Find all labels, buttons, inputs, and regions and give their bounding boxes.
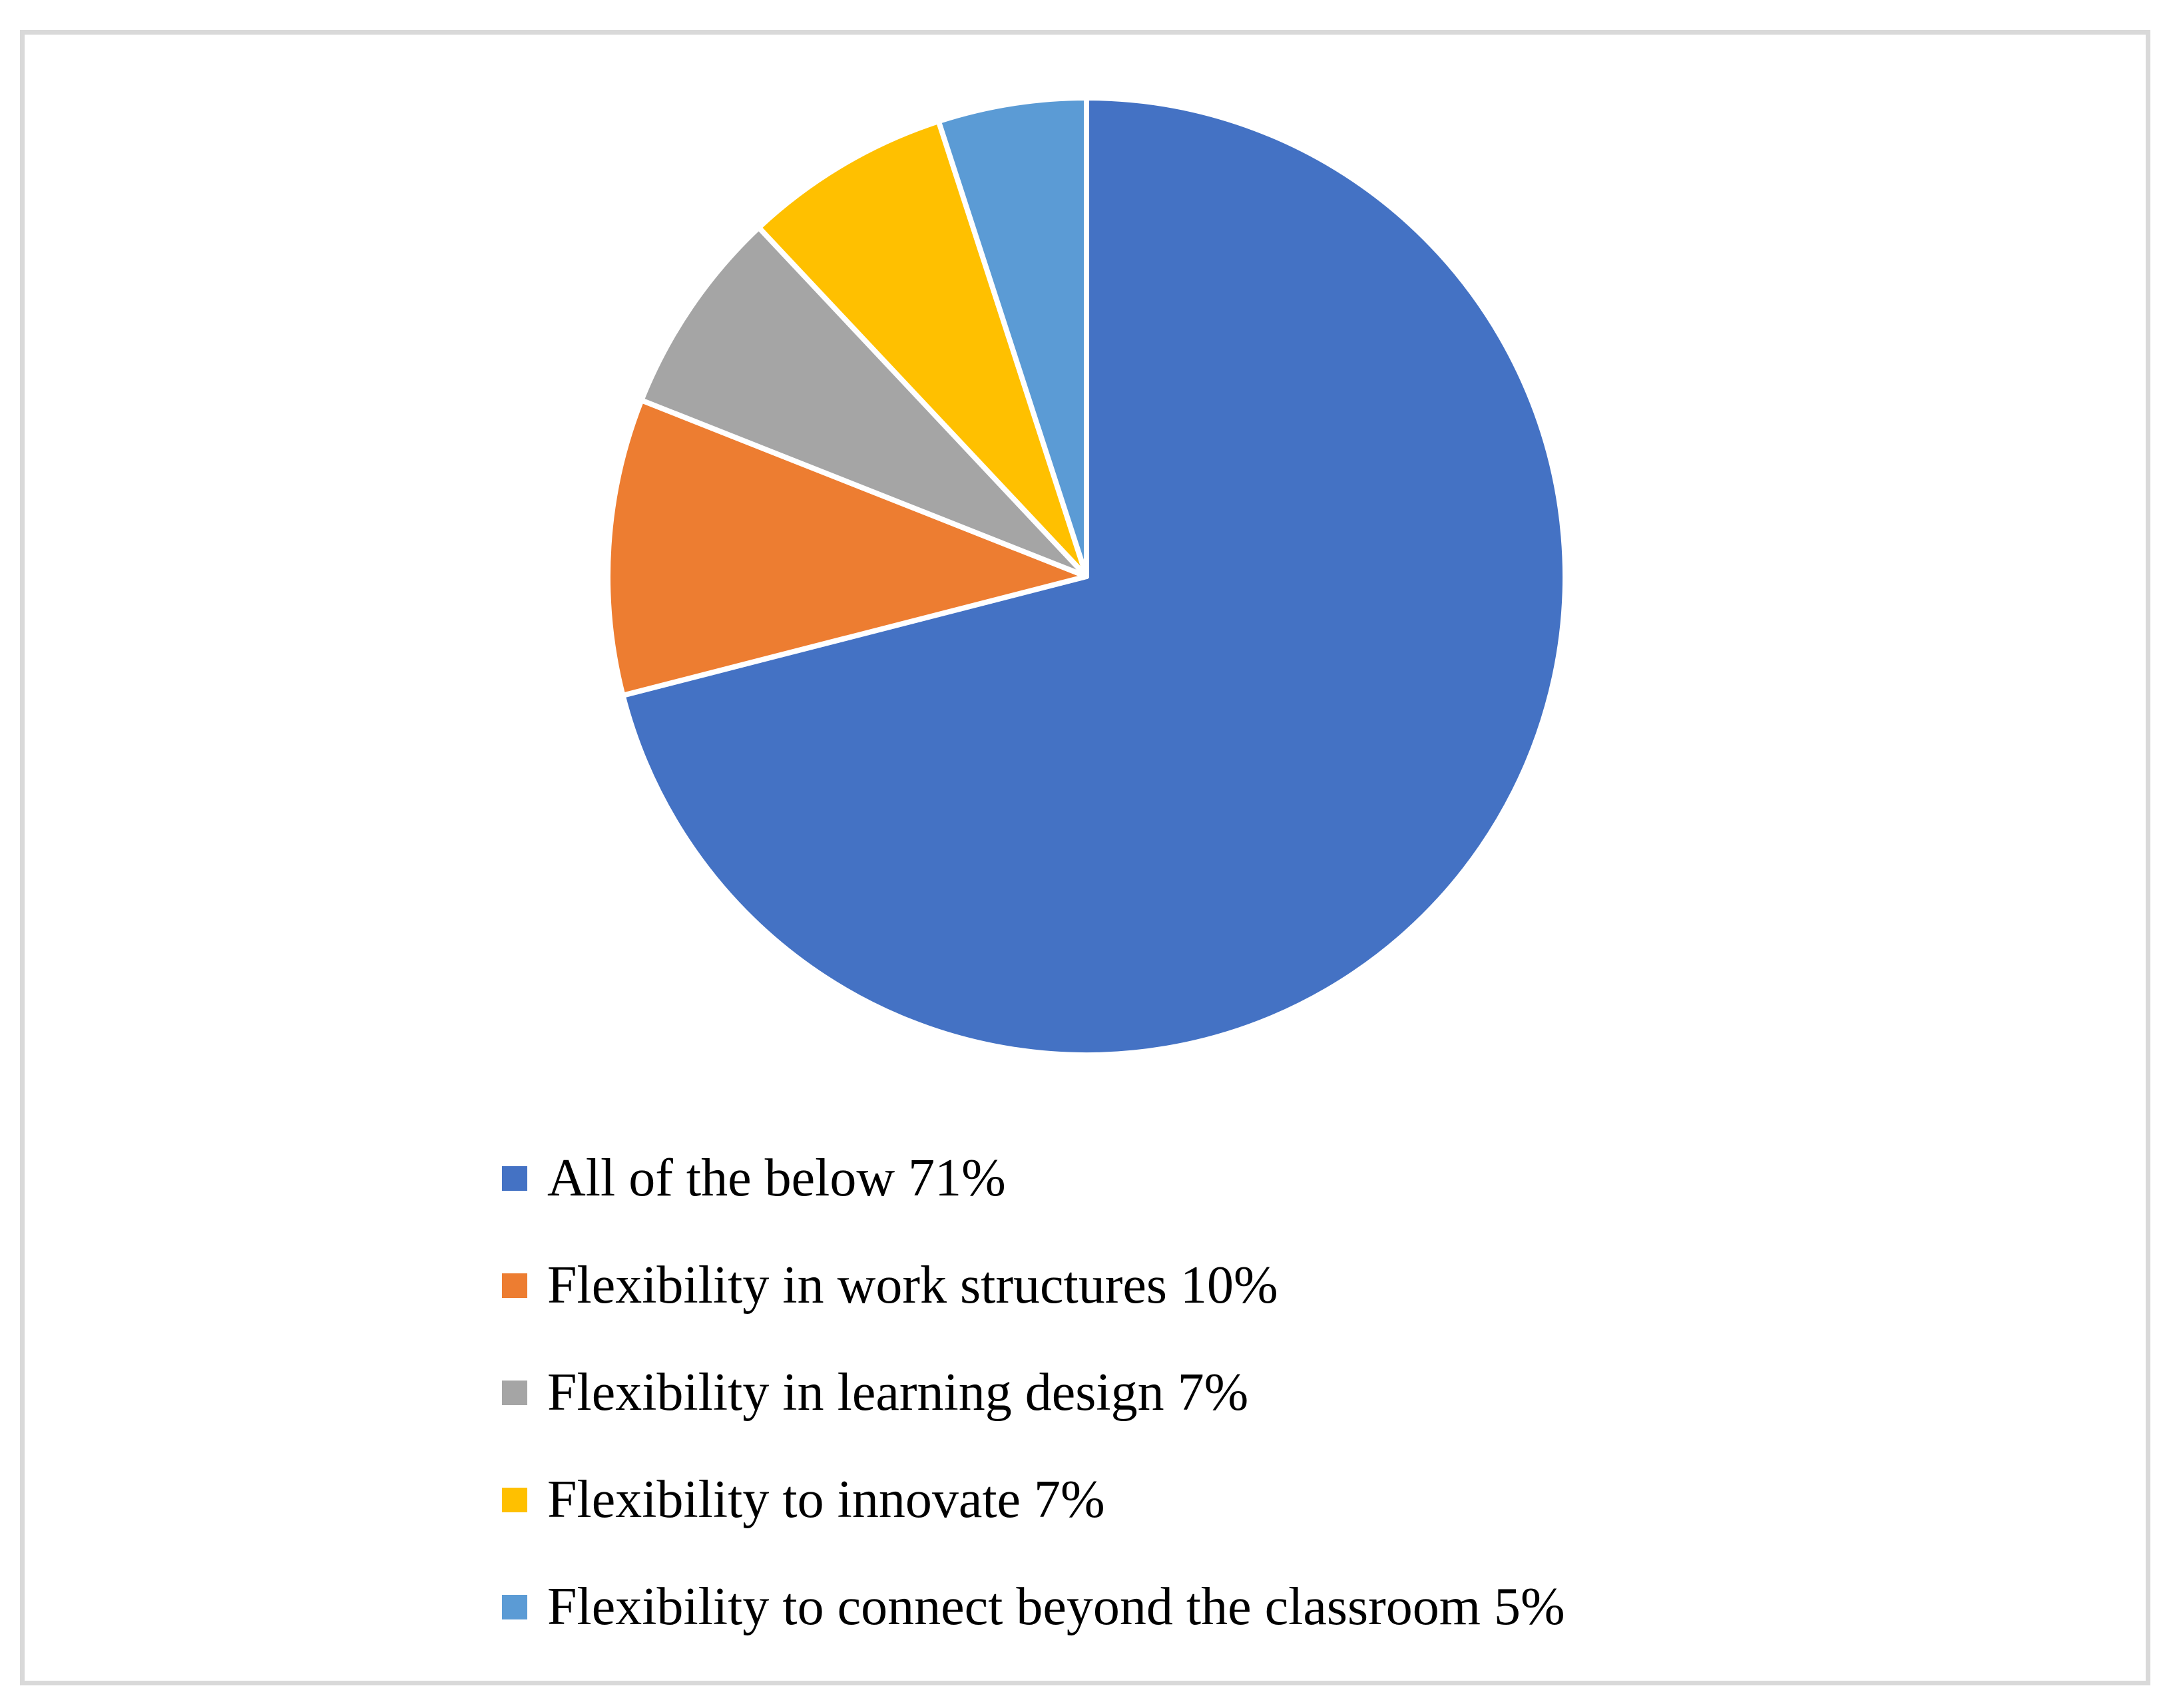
pie-slice-all-of-the-below <box>620 95 1568 1058</box>
legend-item-connect-beyond-classroom: Flexibility to connect beyond the classr… <box>502 1574 1565 1640</box>
legend-item-learning-design: Flexibility in learning design 7% <box>502 1359 1248 1426</box>
pie-slice-connect-beyond-classroom <box>935 95 1089 579</box>
legend-item-all-of-the-below: All of the below 71% <box>502 1145 1006 1211</box>
pie-slice-innovate <box>756 118 1089 579</box>
legend-swatch-icon <box>502 1273 527 1298</box>
pie-slices <box>605 95 1568 1058</box>
legend-label: Flexibility in work structures 10% <box>547 1256 1278 1315</box>
legend-swatch-icon <box>502 1380 527 1405</box>
legend-label: Flexibility in learning design 7% <box>547 1363 1249 1422</box>
legend-item-work-structures: Flexibility in work structures 10% <box>502 1252 1278 1319</box>
legend-label: Flexibility to innovate 7% <box>547 1470 1105 1529</box>
legend-swatch-icon <box>502 1594 527 1619</box>
legend-label: Flexibility to connect beyond the classr… <box>547 1578 1565 1636</box>
legend-swatch-icon <box>502 1487 527 1512</box>
legend-swatch-icon <box>502 1166 527 1191</box>
pie-slice-learning-design <box>638 224 1089 579</box>
pie-slice-work-structures <box>605 397 1089 698</box>
legend-label: All of the below 71% <box>547 1149 1006 1207</box>
legend-item-innovate: Flexibility to innovate 7% <box>502 1466 1105 1533</box>
